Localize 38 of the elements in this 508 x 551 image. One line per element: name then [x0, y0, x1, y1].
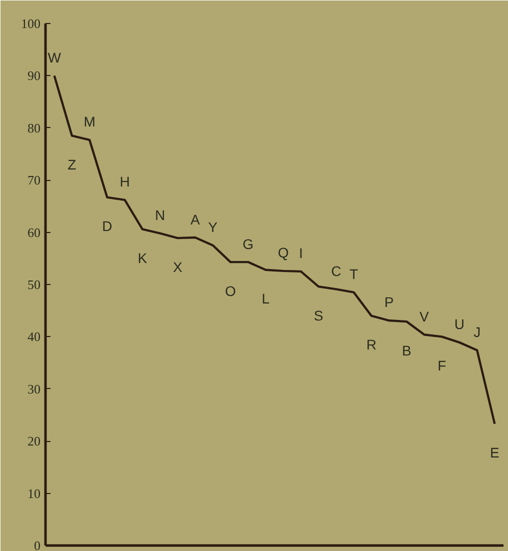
y-tick-label: 30	[28, 381, 40, 396]
y-tick-label: 90	[28, 68, 40, 84]
x-tick-label: N	[154, 207, 166, 224]
y-tick-label: 70	[28, 172, 40, 188]
x-tick-label: Q	[278, 244, 289, 261]
x-tick-label: J	[474, 324, 481, 340]
x-tick-label: V	[420, 308, 430, 324]
x-tick-label: Y	[208, 219, 218, 236]
y-tick-label: 40	[28, 329, 40, 344]
y-tick-label: 50	[28, 277, 40, 292]
x-tick-label: L	[262, 290, 270, 307]
x-tick-label: E	[490, 444, 500, 461]
x-tick-label: R	[366, 336, 376, 353]
y-tick-label: 100	[21, 16, 40, 31]
x-tick-label: C	[331, 262, 342, 279]
x-tick-label: W	[48, 49, 62, 66]
x-tick-label: F	[438, 357, 446, 374]
y-tick-label: 20	[28, 434, 40, 449]
x-tick-label: U	[454, 316, 465, 332]
x-tick-label: X	[172, 258, 183, 275]
y-tick-label: 0	[34, 538, 40, 551]
x-tick-label: T	[349, 266, 358, 282]
x-tick-label: D	[102, 218, 112, 234]
y-tick-label: 80	[28, 120, 40, 136]
x-tick-label: S	[314, 307, 324, 324]
x-tick-label: K	[138, 250, 148, 266]
x-tick-label: I	[298, 245, 303, 262]
x-tick-label: H	[120, 174, 130, 190]
x-tick-label: M	[84, 114, 96, 130]
x-tick-label: Z	[68, 156, 77, 172]
y-tick-label: 10	[28, 486, 40, 501]
x-tick-label: A	[190, 211, 201, 228]
x-tick-label: P	[384, 294, 394, 310]
y-tick-label: 60	[28, 224, 40, 240]
x-tick-label: B	[402, 342, 412, 358]
x-tick-label: O	[225, 282, 236, 299]
line-series	[53, 74, 496, 425]
x-tick-label: G	[242, 236, 254, 252]
